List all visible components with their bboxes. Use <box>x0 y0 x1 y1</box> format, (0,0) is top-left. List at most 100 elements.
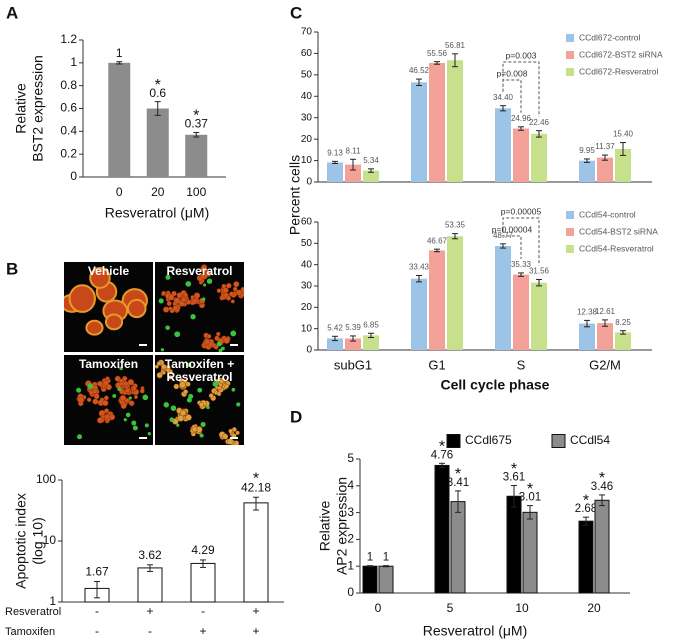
cell <box>131 385 137 391</box>
bar <box>594 499 610 594</box>
error-bar <box>368 168 374 173</box>
bar <box>513 128 529 182</box>
error-bar <box>200 559 206 568</box>
x-tick-label: G1 <box>428 357 445 372</box>
green-dot <box>199 433 204 438</box>
bar <box>345 338 361 350</box>
bar <box>429 250 445 350</box>
bar <box>185 134 208 177</box>
data-label: 33.43 <box>409 263 430 272</box>
cell <box>180 409 187 416</box>
error-bar <box>602 154 608 161</box>
error-bar <box>368 332 374 339</box>
x-tick-label: 100 <box>186 185 206 199</box>
image-label: Tamoxifen + <box>165 357 234 371</box>
cell <box>85 319 104 336</box>
x-tick-label: G2/M <box>589 357 621 372</box>
y-axis-label: Percent cells <box>287 155 303 235</box>
green-dot <box>112 394 117 398</box>
cell <box>172 305 179 312</box>
panel-letter: A <box>6 3 18 22</box>
green-dot <box>158 298 164 304</box>
cell <box>185 414 192 421</box>
error-bar <box>332 335 338 342</box>
bar <box>378 565 394 594</box>
data-label: 4.76 <box>431 449 453 461</box>
y-tick-label: 0.6 <box>60 101 77 115</box>
treatment-sign: + <box>199 624 206 638</box>
green-dot <box>128 396 132 400</box>
x-tick-label: 20 <box>151 185 165 199</box>
green-dot <box>144 423 149 428</box>
data-label: 46.52 <box>409 66 430 75</box>
cell <box>165 367 171 373</box>
data-label: 3.01 <box>519 492 541 504</box>
error-bar <box>452 53 458 68</box>
treatment-name: Tamoxifen <box>5 626 55 638</box>
significance-star: * <box>583 492 589 509</box>
y-tick-label: 1 <box>347 558 354 572</box>
cells <box>64 266 148 336</box>
cell <box>174 297 181 304</box>
green-dot <box>221 346 225 351</box>
y-tick-label: 30 <box>301 112 313 123</box>
significance-bracket <box>502 217 540 266</box>
treatment-sign: + <box>252 604 259 618</box>
cell <box>226 438 234 445</box>
y-tick-label: 3 <box>347 505 354 519</box>
y-tick-label: 20 <box>301 302 313 313</box>
cell <box>235 289 242 296</box>
cell <box>104 313 124 331</box>
green-dot <box>212 381 219 387</box>
green-dot <box>202 283 207 287</box>
cell <box>133 394 139 400</box>
y-tick-label: 0 <box>306 345 312 356</box>
bar <box>362 565 378 594</box>
p-value: p=0.003 <box>506 50 537 60</box>
error-bar <box>500 105 506 112</box>
cell <box>183 389 189 395</box>
error-bar <box>452 233 458 240</box>
cell <box>206 334 212 339</box>
data-label: 1.67 <box>85 565 109 579</box>
bar <box>429 62 445 182</box>
data-label: 4.29 <box>191 543 215 557</box>
data-label: 5.34 <box>363 156 379 165</box>
cell <box>161 370 166 375</box>
treatment-sign: - <box>95 624 99 638</box>
green-dot <box>125 412 131 418</box>
legend-label: CCdl672-control <box>579 32 641 42</box>
y-axis-label: BST2 expression <box>30 55 46 162</box>
bar <box>137 567 163 603</box>
cell <box>103 395 109 401</box>
cell <box>198 402 205 408</box>
error-bar <box>253 496 259 511</box>
p-value: p=0.008 <box>497 68 528 78</box>
error-bar <box>511 485 517 508</box>
cell <box>232 286 238 292</box>
error-bar <box>620 142 626 156</box>
y-tick-label: 1 <box>49 594 56 608</box>
y-axis-label: Apoptotic index <box>13 493 29 589</box>
x-axis-label: Resveratrol (μM) <box>105 205 210 221</box>
bar <box>447 236 463 350</box>
significance-star: * <box>253 470 259 487</box>
green-dot <box>165 274 171 280</box>
y-axis-label: AP2 expression <box>334 477 350 575</box>
legend-swatch <box>551 434 566 448</box>
cell <box>167 294 175 301</box>
significance-star: * <box>511 461 517 478</box>
data-label: 15.40 <box>613 130 634 139</box>
cell <box>92 389 98 394</box>
cell <box>105 376 110 381</box>
cell <box>190 301 195 306</box>
y-tick-label: 0.2 <box>60 146 77 160</box>
error-bar <box>116 61 123 65</box>
cell <box>230 299 235 304</box>
treatment-sign: - <box>148 624 152 638</box>
cell <box>179 381 186 389</box>
legend-label: CCdl672-BST2 siRNA <box>579 49 663 59</box>
bar <box>146 108 169 177</box>
